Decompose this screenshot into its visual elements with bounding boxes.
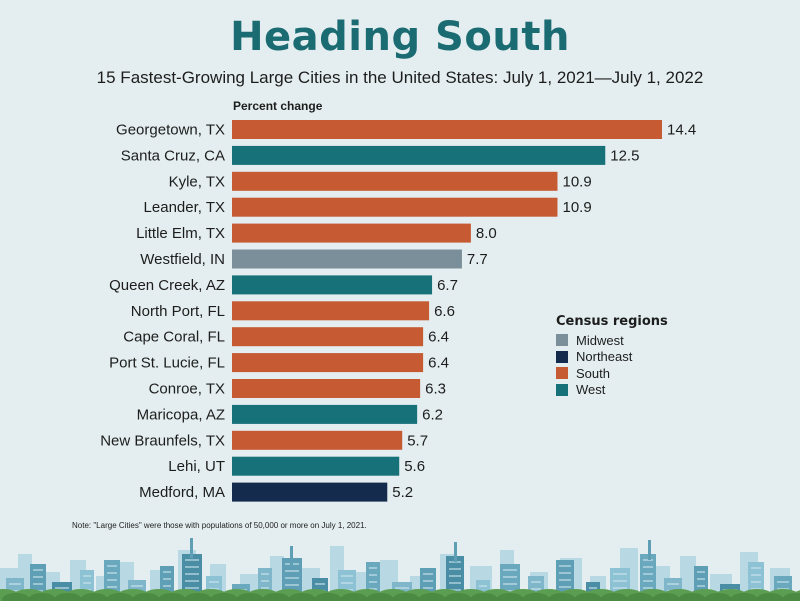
bar: [232, 482, 388, 502]
legend-swatch-midwest: [556, 334, 568, 347]
category-label: Georgetown, TX: [116, 122, 225, 139]
bar-chart: Georgetown, TX 14.4 Santa Cruz, CA 12.5 Kyle…: [100, 120, 696, 502]
category-label: Medford, MA: [139, 484, 225, 501]
legend-swatch-west: [556, 383, 568, 396]
footnote: Note: "Large Cities" were those with pop…: [72, 521, 367, 530]
chart-title: Heading South: [230, 14, 570, 60]
category-label: Lehi, UT: [168, 458, 225, 475]
city-skyline-illustration: [0, 538, 800, 601]
bar: [232, 120, 662, 139]
bar: [232, 301, 430, 321]
bar-value-label: 6.7: [437, 277, 458, 294]
category-label: Leander, TX: [144, 199, 225, 216]
legend-item-midwest: Midwest: [556, 332, 668, 349]
bar: [232, 275, 433, 295]
category-label: Maricopa, AZ: [137, 406, 225, 423]
bar-value-label: 5.6: [404, 458, 425, 475]
bar-value-label: 7.7: [467, 251, 488, 268]
bar: [232, 223, 471, 243]
category-label: Little Elm, TX: [136, 225, 225, 242]
legend-label-south: South: [576, 365, 610, 381]
bar: [232, 145, 606, 165]
bar-value-label: 5.2: [392, 484, 413, 501]
category-label: Conroe, TX: [149, 381, 225, 398]
bar-value-label: 6.4: [428, 329, 449, 346]
legend-title: Census regions: [556, 314, 668, 329]
chart-subtitle: 15 Fastest-Growing Large Cities in the U…: [96, 68, 704, 87]
bar: [232, 430, 403, 450]
legend-item-west: West: [556, 382, 668, 399]
bar-value-label: 8.0: [476, 225, 497, 242]
bar: [232, 171, 558, 191]
legend-label-midwest: Midwest: [576, 332, 624, 348]
bar-value-label: 14.4: [667, 122, 696, 139]
bar: [232, 404, 418, 424]
bar-value-label: 10.9: [562, 173, 591, 190]
bar-value-label: 10.9: [562, 199, 591, 216]
legend: Census regions Midwest Northeast South W…: [556, 314, 668, 398]
legend-swatch-northeast: [556, 350, 568, 363]
bar: [232, 327, 424, 347]
bar-value-label: 6.4: [428, 355, 449, 372]
bar-value-label: 5.7: [407, 432, 428, 449]
bar: [232, 249, 462, 269]
category-label: Kyle, TX: [169, 173, 225, 190]
category-label: North Port, FL: [131, 303, 225, 320]
x-axis-label: Percent change: [233, 99, 323, 113]
category-label: Westfield, IN: [140, 251, 225, 268]
category-label: Port St. Lucie, FL: [109, 355, 225, 372]
bar: [232, 379, 421, 398]
bar: [232, 353, 424, 373]
bar-value-label: 6.6: [434, 303, 455, 320]
legend-item-northeast: Northeast: [556, 349, 668, 366]
category-label: New Braunfels, TX: [100, 432, 225, 449]
legend-label-west: West: [576, 382, 606, 398]
bar: [232, 456, 400, 476]
category-label: Queen Creek, AZ: [109, 277, 225, 294]
category-label: Cape Coral, FL: [123, 329, 225, 346]
legend-item-south: South: [556, 365, 668, 382]
bar-value-label: 6.2: [422, 406, 443, 423]
bar-value-label: 12.5: [610, 147, 639, 164]
legend-label-northeast: Northeast: [576, 349, 633, 365]
category-label: Santa Cruz, CA: [121, 147, 225, 164]
bar-value-label: 6.3: [425, 381, 446, 398]
bar: [232, 197, 558, 217]
legend-swatch-south: [556, 367, 568, 380]
